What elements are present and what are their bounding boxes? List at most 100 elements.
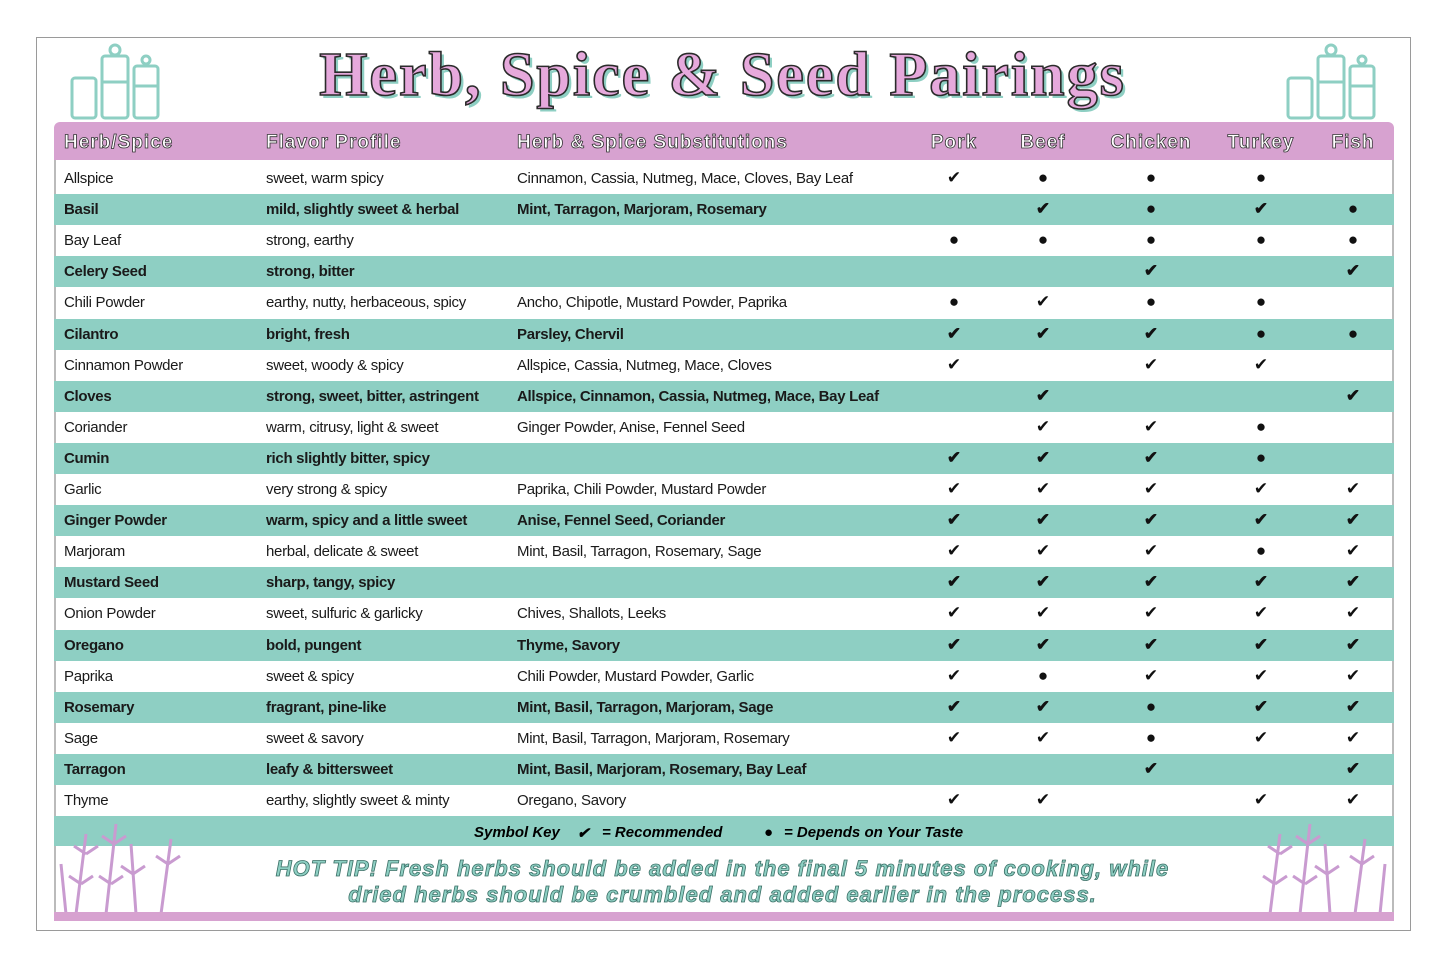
pairing-symbol: ✔ [946, 572, 962, 592]
hot-tip: dried herbs should be crumbled and added… [348, 882, 1097, 908]
table-row: Tarragon leafy & bittersweet Mint, Basil, … [54, 753, 1394, 785]
pairing-symbol: ✔ [1143, 416, 1159, 436]
pairing-symbol: ● [1255, 323, 1267, 343]
rosemary-decoration [1262, 823, 1387, 914]
rosemary-decoration [59, 823, 181, 914]
pairing-symbol: ● [1255, 168, 1267, 187]
table-cell: very strong & spicy [266, 481, 388, 498]
table-row: Allspice sweet, warm spicy Cinnamon, Cassi… [54, 163, 1394, 194]
column-header: Flavor Profile [266, 132, 402, 154]
pairing-symbol: ✔ [1345, 696, 1361, 716]
table-cell: earthy, nutty, herbaceous, spicy [266, 294, 466, 312]
table-row: Marjoram herbal, delicate & sweet Mint, Ba… [54, 536, 1394, 567]
pairing-symbol: ✔ [1253, 603, 1269, 623]
pairing-symbol: ✔ [1143, 479, 1159, 498]
table-row: Bay Leaf strong, earthy ● ● ● ● ● [54, 225, 1394, 256]
table-cell: Cilantro [64, 325, 119, 343]
table-row: Sage sweet & savory Mint, Basil, Tarragon,… [54, 723, 1394, 754]
table-cell: sweet & savory [266, 729, 364, 747]
table-cell: Paprika, Chili Powder, Mustard Powder [517, 481, 767, 498]
table-header: Herb/Spice Flavor Profile Herb & Spice Sub… [54, 122, 1394, 160]
pairing-symbol: ✔ [1345, 665, 1361, 685]
table-cell: Thyme [64, 792, 109, 809]
pairing-symbol: ✔ [946, 354, 962, 374]
table-row: Garlic very strong & spicy Paprika, Chili … [54, 474, 1394, 505]
table-cell: earthy, slightly sweet & minty [266, 792, 450, 809]
table-cell: Paprika [64, 667, 113, 685]
hot-tip: HOT TIP! Fresh herbs should be added in … [275, 856, 1170, 882]
table-cell: Chili Powder [64, 294, 145, 312]
column-header: Beef [1020, 132, 1066, 154]
pairing-symbol: ✔ [1035, 727, 1051, 747]
pairing-symbol: ✔ [1035, 447, 1051, 467]
table-cell: Cinnamon, Cassia, Nutmeg, Mace, Cloves, … [517, 170, 853, 187]
table-row: Thyme earthy, slightly sweet & minty Orega… [54, 785, 1394, 816]
table-row: Cilantro bright, fresh Parsley, Chervil ✔ ✔ ✔… [54, 318, 1394, 350]
frame [36, 37, 1411, 931]
table-cell: sweet, sulfuric & garlicky [266, 605, 423, 623]
table-cell: rich slightly bitter, spicy [266, 449, 430, 467]
table-row: Mustard Seed sharp, tangy, spicy ✔ ✔ ✔ ✔ ✔ [54, 567, 1394, 599]
column-header: Chicken [1110, 132, 1192, 154]
pairing-symbol: ✔ [1035, 323, 1051, 343]
table-row: Onion Powder sweet, sulfuric & garlicky Ch… [54, 598, 1394, 629]
pairing-symbol: ✔ [1253, 479, 1269, 498]
pairing-symbol: ✔ [1143, 665, 1159, 685]
key-text: = Depends on Your Taste [784, 824, 964, 841]
pairing-symbol: ● [948, 292, 960, 312]
key-symbol: ● [764, 824, 774, 841]
key-text: = Recommended [602, 824, 723, 841]
table-cell: Oregano [64, 636, 124, 654]
table-cell: Thyme, Savory [517, 636, 620, 654]
table-cell: Mint, Basil, Marjoram, Rosemary, Bay Lea… [517, 760, 807, 778]
table-cell: Mint, Basil, Tarragon, Marjoram, Rosemar… [517, 729, 790, 747]
shaker-icon [1286, 43, 1376, 120]
table-cell: Allspice, Cinnamon, Cassia, Nutmeg, Mace… [517, 387, 879, 405]
table-row: Cloves strong, sweet, bitter, astringent A… [54, 380, 1394, 412]
table-cell: herbal, delicate & sweet [266, 543, 419, 561]
pairing-symbol: ● [1347, 199, 1359, 219]
table-cell: Mint, Basil, Tarragon, Marjoram, Sage [517, 698, 774, 716]
pairing-symbol: ● [1255, 416, 1267, 436]
pairing-symbol: ✔ [1345, 727, 1361, 747]
pairing-symbol: ✔ [1035, 199, 1051, 219]
table-cell: Onion Powder [64, 605, 156, 623]
pairing-symbol: ✔ [1345, 541, 1361, 561]
table-row: Chili Powder earthy, nutty, herbaceous, s… [54, 287, 1394, 318]
pairing-symbol: ● [1347, 230, 1359, 250]
pairing-symbol: ● [1347, 323, 1359, 343]
pairing-symbol: ✔ [946, 323, 962, 343]
table-row: Oregano bold, pungent Thyme, Savory ✔ ✔ ✔ ✔ ✔ [54, 629, 1394, 661]
pairing-symbol: ✔ [1345, 634, 1361, 654]
table-cell: Parsley, Chervil [517, 325, 624, 343]
table-cell: Celery Seed [64, 263, 147, 281]
table-cell: sweet, warm spicy [266, 170, 384, 187]
table-cell: Chili Powder, Mustard Powder, Garlic [517, 667, 754, 685]
pairing-symbol: ✔ [1253, 199, 1269, 219]
pairing-symbol: ✔ [1143, 447, 1159, 467]
pairing-symbol: ● [1145, 292, 1157, 312]
pairing-symbol: ✔ [1345, 758, 1361, 778]
table-cell: Oregano, Savory [517, 792, 626, 809]
pairing-symbol: ✔ [1143, 261, 1159, 281]
table-cell: Ginger Powder, Anise, Fennel Seed [517, 418, 745, 436]
table-row: Cinnamon Powder sweet, woody & spicy Allsp… [54, 350, 1394, 381]
pairing-symbol: ● [1145, 696, 1157, 716]
table-cell: fragrant, pine-like [266, 698, 387, 716]
pairing-symbol: ✔ [946, 479, 962, 498]
table-row: Cumin rich slightly bitter, spicy ✔ ✔ ✔ ● [54, 442, 1394, 474]
pairing-symbol: ✔ [1253, 727, 1269, 747]
table-row: Coriander warm, citrusy, light & sweet Gin… [54, 412, 1394, 443]
pairing-symbol: ✔ [1143, 603, 1159, 623]
table-cell: strong, earthy [266, 232, 354, 250]
pairing-symbol: ✔ [1345, 603, 1361, 623]
table-cell: strong, sweet, bitter, astringent [266, 387, 479, 405]
pairing-symbol: ✔ [946, 665, 962, 685]
table-cell: Sage [64, 729, 98, 747]
pairing-symbol: ✔ [1035, 385, 1051, 405]
pairing-symbol: ✔ [946, 790, 962, 809]
table-cell: Ginger Powder [64, 512, 167, 530]
shaker-icon [70, 43, 160, 120]
table-cell: Marjoram [64, 543, 125, 561]
